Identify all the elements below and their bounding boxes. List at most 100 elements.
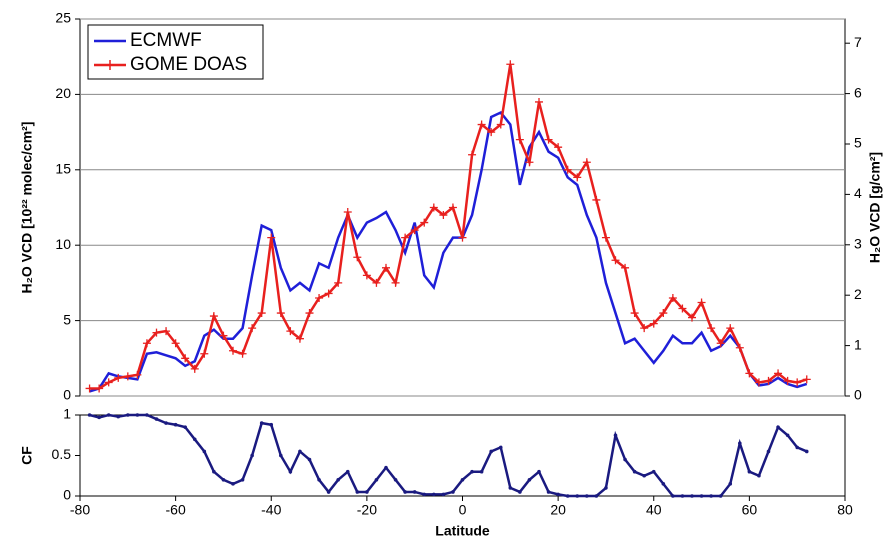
point-marker: [668, 293, 677, 302]
point-marker: [604, 486, 608, 490]
point-marker: [269, 422, 274, 427]
point-marker: [279, 453, 283, 458]
y2-tick-label: 2: [854, 286, 862, 302]
point-marker: [104, 378, 113, 387]
point-marker: [546, 490, 551, 494]
point-marker: [286, 327, 295, 336]
point-marker: [238, 349, 247, 358]
point-marker: [601, 233, 610, 242]
point-marker: [307, 457, 312, 462]
point-marker: [403, 490, 407, 494]
point-marker: [757, 473, 761, 478]
point-marker: [535, 97, 543, 106]
point-marker: [487, 128, 496, 137]
point-marker: [221, 478, 226, 482]
point-marker: [384, 465, 388, 470]
point-marker: [401, 233, 410, 242]
point-marker: [257, 309, 266, 318]
y-tick-label: 0: [63, 487, 71, 503]
point-marker: [202, 449, 207, 454]
x-tick-label: -80: [70, 502, 90, 518]
point-marker: [563, 165, 572, 174]
point-marker: [527, 478, 532, 482]
point-marker: [334, 278, 343, 287]
point-marker: [718, 494, 723, 498]
point-marker: [267, 233, 276, 242]
point-marker: [525, 158, 534, 167]
x-tick-label: 60: [742, 502, 758, 518]
y2-axis-label: H₂O VCD [g/cm²]: [867, 152, 883, 263]
point-marker: [716, 339, 725, 348]
point-marker: [611, 256, 620, 265]
y-axis-label: H₂O VCD [10²² molec/cm²]: [19, 122, 35, 294]
point-marker: [162, 327, 171, 336]
point-marker: [680, 494, 685, 498]
point-marker: [439, 211, 448, 220]
point-marker: [87, 413, 92, 417]
point-marker: [448, 203, 457, 212]
point-marker: [795, 445, 799, 450]
point-marker: [738, 441, 742, 446]
legend-label: GOME DOAS: [130, 54, 247, 75]
point-marker: [326, 490, 331, 494]
point-marker: [518, 490, 522, 494]
point-marker: [164, 421, 168, 425]
x-tick-label: 80: [837, 502, 853, 518]
point-marker: [726, 324, 735, 333]
point-marker: [585, 494, 589, 498]
point-marker: [630, 309, 639, 318]
y2-tick-label: 4: [854, 185, 862, 201]
point-marker: [114, 373, 123, 382]
point-marker: [458, 233, 467, 242]
point-marker: [229, 346, 237, 355]
point-marker: [362, 271, 371, 280]
y-tick-label: 5: [63, 311, 71, 327]
point-marker: [353, 253, 362, 262]
point-marker: [250, 453, 254, 458]
legend-marker: [105, 60, 115, 70]
point-marker: [393, 478, 398, 482]
point-marker: [592, 195, 601, 204]
point-marker: [649, 319, 658, 328]
point-marker: [372, 278, 381, 287]
point-marker: [420, 218, 429, 227]
point-marker: [154, 417, 159, 421]
point-marker: [412, 490, 417, 494]
point-marker: [496, 120, 505, 129]
point-marker: [336, 478, 340, 482]
point-marker: [506, 60, 515, 69]
x-axis-label: Latitude: [435, 523, 490, 539]
point-marker: [460, 478, 465, 482]
y-tick-label: 0.5: [52, 446, 72, 462]
point-marker: [183, 425, 187, 429]
y2-tick-label: 7: [854, 34, 862, 50]
point-marker: [776, 425, 780, 429]
point-marker: [209, 312, 218, 321]
point-marker: [145, 413, 149, 417]
x-tick-label: -40: [261, 502, 281, 518]
y-tick-label: 1: [63, 406, 71, 422]
point-marker: [544, 135, 553, 144]
point-marker: [451, 490, 455, 494]
point-marker: [324, 289, 333, 298]
point-marker: [432, 492, 436, 497]
point-marker: [623, 457, 627, 462]
point-marker: [613, 433, 618, 438]
point-marker: [728, 482, 733, 486]
point-marker: [661, 482, 666, 486]
x-tick-label: 20: [550, 502, 566, 518]
point-marker: [785, 433, 790, 438]
y2-tick-label: 6: [854, 84, 862, 100]
y-tick-label: 25: [55, 10, 71, 26]
point-marker: [142, 339, 151, 348]
point-marker: [276, 309, 285, 318]
y-axis-label: CF: [19, 446, 35, 465]
y2-tick-label: 0: [854, 387, 862, 403]
point-marker: [477, 120, 486, 129]
point-marker: [219, 331, 228, 340]
point-marker: [200, 349, 209, 358]
point-marker: [192, 437, 197, 442]
point-marker: [152, 328, 161, 337]
point-marker: [305, 309, 314, 318]
